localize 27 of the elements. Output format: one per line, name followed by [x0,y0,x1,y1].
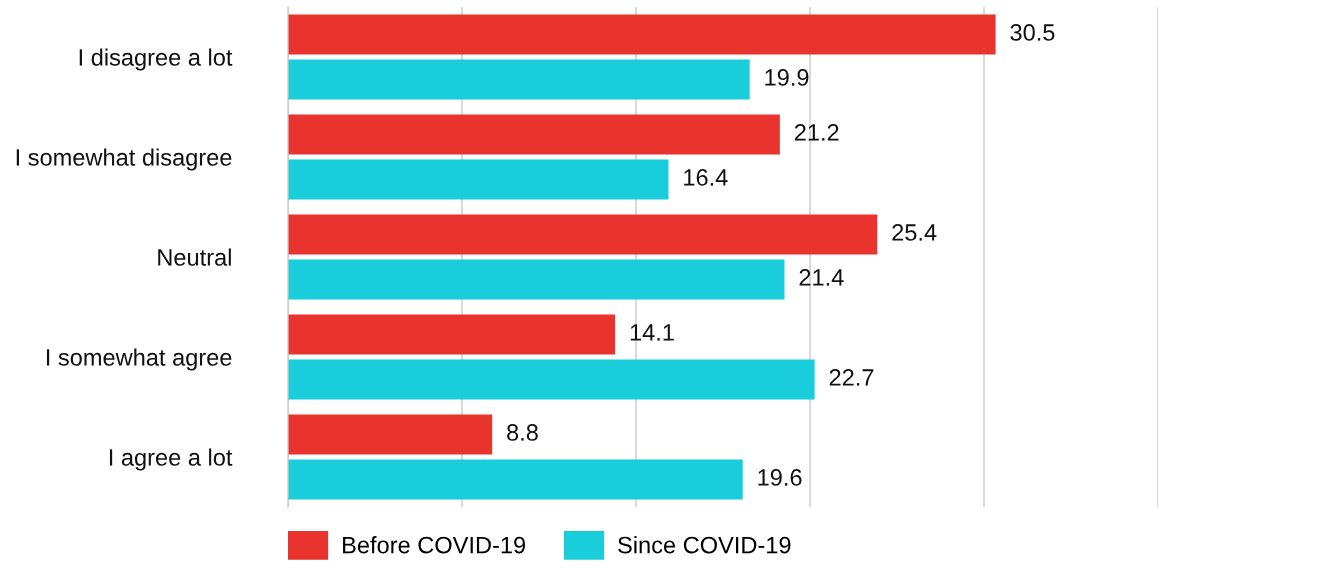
bar [288,14,996,55]
data-label: 21.2 [794,124,839,141]
bar [288,59,750,100]
legend-label: Since COVID-19 [618,536,791,554]
bar [288,214,878,255]
y-tick-label: I somewhat disagree [16,148,232,171]
data-label: 30.5 [1010,24,1055,41]
bar [288,359,815,400]
y-tick-label: I somewhat agree [46,348,232,371]
data-label: 25.4 [892,224,937,241]
legend-label: Before COVID-19 [343,536,526,554]
data-label: 16.4 [684,169,728,186]
bar [288,114,780,155]
bar [288,259,785,300]
data-label: 8.8 [507,424,538,441]
data-label: 19.9 [765,69,809,86]
bar [288,459,743,500]
y-tick-label: I agree a lot [109,448,233,471]
data-label: 14.1 [630,324,674,341]
data-label: 22.7 [829,369,874,386]
data-label: 19.6 [758,469,802,486]
bar [288,314,616,355]
data-label: 21.4 [799,269,844,286]
y-tick-label: Neutral [158,248,231,266]
bar [288,159,669,200]
bar [288,414,493,455]
y-tick-label: I disagree a lot [79,48,233,71]
